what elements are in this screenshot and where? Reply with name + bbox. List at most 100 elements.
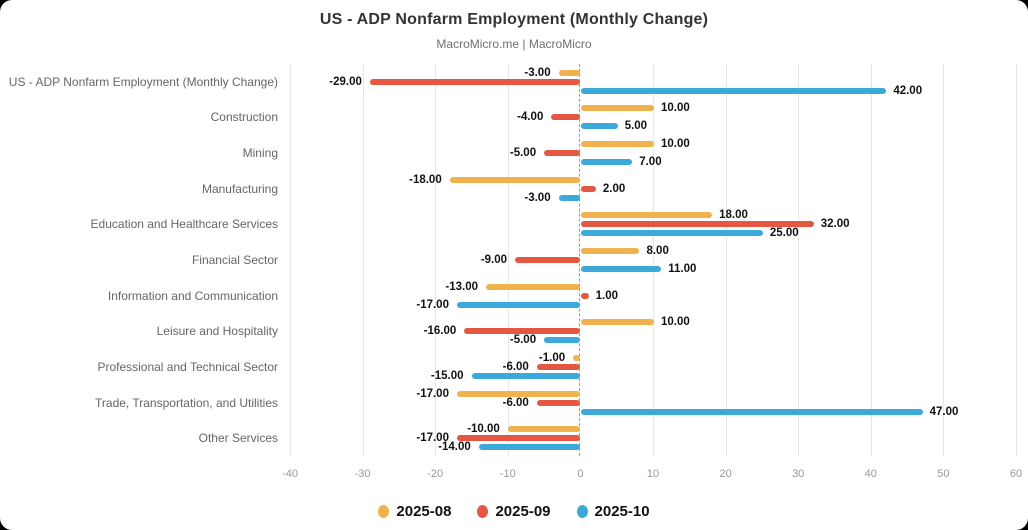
bar-2025-08[interactable] [573,354,581,361]
bar-2025-10[interactable] [478,444,581,451]
value-label: 25.00 [769,227,799,240]
bar-2025-10[interactable] [581,230,763,237]
value-label: -4.00 [517,111,544,124]
value-label: 10.00 [661,138,690,151]
bar-2025-08[interactable] [449,176,581,183]
category-label: Construction [210,110,278,125]
category-label: Trade, Transportation, and Utilities [95,395,278,410]
value-label: 10.00 [661,102,690,115]
value-label: -14.00 [438,441,471,454]
category-label: Education and Healthcare Services [90,217,278,232]
bar-2025-10[interactable] [581,266,662,272]
value-label: -5.00 [509,334,537,347]
value-label: -18.00 [409,173,442,186]
bar-2025-09[interactable] [464,328,581,335]
bar-2025-08[interactable] [581,248,640,254]
bar-2025-08[interactable] [581,141,654,148]
bar-2025-09[interactable] [581,185,596,192]
bar-2025-10[interactable] [471,372,581,379]
value-label: 47.00 [929,405,959,418]
gridline [653,64,654,456]
x-axis-tick-label: 60 [1009,468,1023,480]
bar-2025-10[interactable] [544,337,581,344]
category-label: Mining [242,146,278,161]
bar-2025-09[interactable] [551,114,581,121]
category-label: Professional and Technical Sector [97,359,278,374]
value-label: -6.00 [502,396,529,409]
value-label: 32.00 [820,218,850,231]
gridline [290,64,291,456]
value-label: 11.00 [668,263,697,275]
gridline [1016,64,1017,456]
x-axis-tick-label: 30 [792,468,805,480]
gridline [725,64,727,456]
gridline [798,64,800,456]
bar-2025-10[interactable] [558,194,581,201]
value-label: -1.00 [538,351,566,364]
value-label: -3.00 [524,66,551,79]
legend-dot-icon [477,505,489,518]
value-label: -17.00 [416,387,449,400]
category-label: Financial Sector [191,253,278,267]
category-label: Other Services [198,431,278,446]
legend-dot-icon [576,505,588,518]
x-axis-tick-label: 20 [719,468,732,480]
x-axis-tick-label: 10 [646,468,660,480]
x-axis-tick-label: -10 [499,468,516,480]
bar-2025-09[interactable] [544,150,581,157]
gridline [507,64,509,456]
category-label: Manufacturing [201,181,278,196]
value-label: 18.00 [719,209,748,222]
chart-subtitle: MacroMicro.me | MacroMicro [436,37,592,51]
bar-2025-09[interactable] [581,292,589,299]
bar-2025-09[interactable] [515,257,581,263]
bar-2025-09[interactable] [536,363,581,370]
legend-dot-icon [378,505,390,518]
value-label: -13.00 [445,280,479,293]
bar-2025-09[interactable] [369,78,581,85]
bar-2025-10[interactable] [581,87,887,94]
legend-item-2025-09[interactable]: 2025-09 [477,503,551,520]
x-axis-tick-label: 0 [577,468,584,480]
value-label: 8.00 [646,245,669,257]
x-axis-tick-label: 40 [864,468,877,480]
legend-label: 2025-10 [594,503,650,520]
value-label: -3.00 [524,191,551,204]
value-label: -5.00 [509,147,537,160]
value-label: -6.00 [502,360,529,373]
bar-2025-08[interactable] [581,105,654,112]
legend: 2025-08 2025-09 2025-10 [0,503,1028,520]
bar-2025-08[interactable] [507,426,581,433]
value-label: -17.00 [416,432,449,445]
value-label: -15.00 [430,369,464,382]
legend-item-2025-10[interactable]: 2025-10 [576,503,650,520]
bar-2025-09[interactable] [456,435,581,442]
bar-2025-09[interactable] [536,399,581,406]
bar-2025-10[interactable] [581,159,633,166]
legend-label: 2025-09 [495,503,551,520]
bar-2025-08[interactable] [456,390,581,397]
x-axis-tick-label: -20 [427,468,444,480]
value-label: 2.00 [602,182,626,195]
bar-2025-10[interactable] [456,301,581,308]
bar-2025-08[interactable] [486,283,581,290]
value-label: -16.00 [423,325,457,338]
legend-item-2025-08[interactable]: 2025-08 [378,503,451,520]
value-label: 10.00 [661,316,690,329]
bar-2025-08[interactable] [581,319,654,326]
bar-2025-10[interactable] [581,123,618,130]
category-label: Information and Communication [107,288,278,303]
x-axis-tick-label: -40 [282,468,298,480]
legend-label: 2025-08 [396,503,452,520]
category-label: Leisure and Hospitality [156,324,278,339]
bar-2025-08[interactable] [581,212,713,219]
value-label: 42.00 [893,84,923,97]
bar-2025-10[interactable] [581,408,923,415]
x-axis-tick-label: 50 [937,468,950,480]
value-label: -29.00 [329,75,362,88]
value-label: 5.00 [624,120,648,133]
bar-2025-08[interactable] [558,69,581,76]
bar-2025-09[interactable] [581,221,814,228]
